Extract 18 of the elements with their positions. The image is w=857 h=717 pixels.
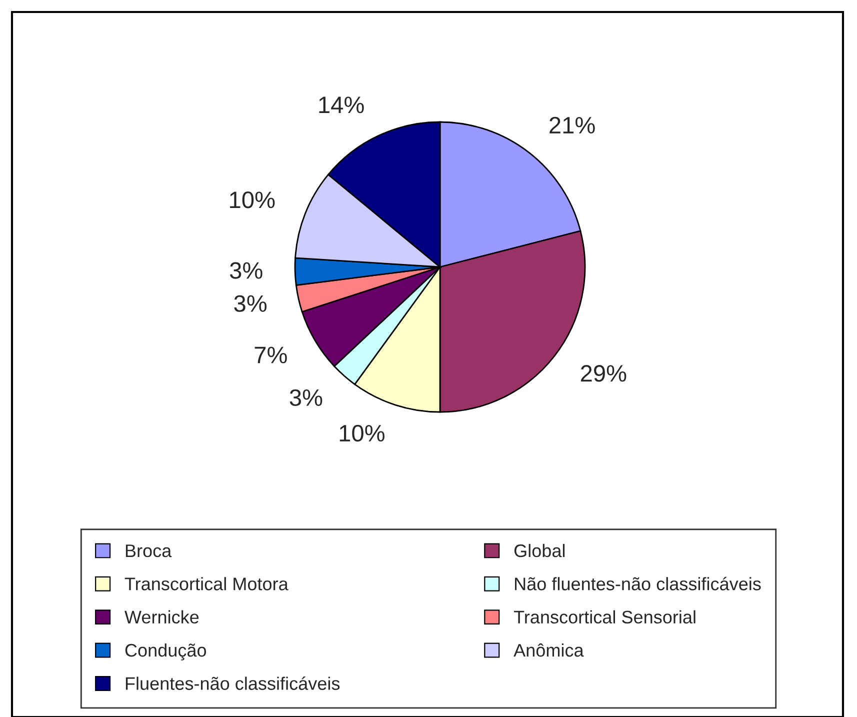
data-label: 7% (254, 346, 287, 364)
data-label: 3% (234, 295, 267, 312)
legend-label: Wernicke (124, 610, 199, 624)
legend-label: Global (514, 544, 565, 558)
data-label: 21% (550, 116, 595, 134)
legend-label: Transcortical Motora (124, 577, 288, 590)
legend-label: Fluentes-não classificáveis (126, 676, 340, 690)
legend-label: Não fluentes-não classificáveis (515, 576, 761, 590)
data-label: 3% (230, 262, 262, 279)
data-label: 10% (230, 191, 275, 208)
legend-label: Broca (126, 544, 172, 558)
legend-label: Transcortical Sensorial (514, 610, 696, 624)
data-label: 14% (319, 96, 364, 114)
data-label: 29% (580, 365, 626, 382)
data-label: 3% (290, 389, 322, 406)
legend-label: Anômica (514, 643, 584, 657)
legend-label: Condução (125, 643, 206, 660)
data-label: 10% (340, 424, 384, 442)
